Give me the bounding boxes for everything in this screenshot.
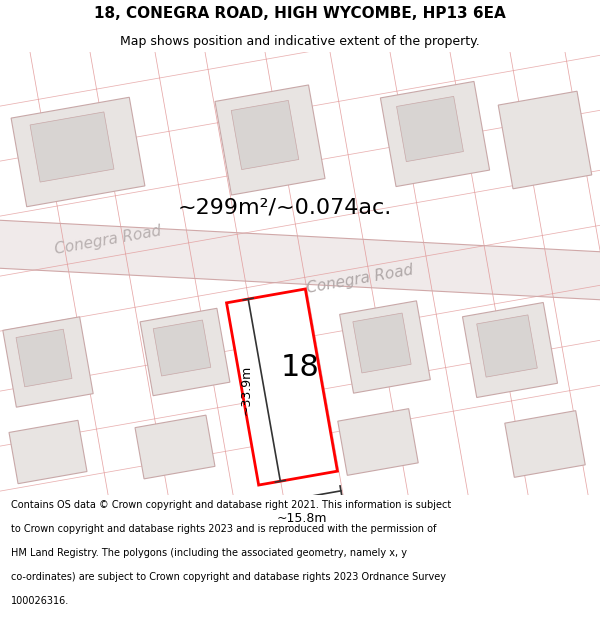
Polygon shape [135, 415, 215, 479]
Text: co-ordinates) are subject to Crown copyright and database rights 2023 Ordnance S: co-ordinates) are subject to Crown copyr… [11, 572, 446, 582]
Polygon shape [498, 91, 592, 189]
Polygon shape [231, 101, 299, 169]
Text: ~299m²/~0.074ac.: ~299m²/~0.074ac. [178, 197, 392, 217]
Text: HM Land Registry. The polygons (including the associated geometry, namely x, y: HM Land Registry. The polygons (includin… [11, 548, 407, 558]
Text: 18: 18 [281, 352, 319, 381]
Text: 100026316.: 100026316. [11, 596, 69, 606]
Text: 18, CONEGRA ROAD, HIGH WYCOMBE, HP13 6EA: 18, CONEGRA ROAD, HIGH WYCOMBE, HP13 6EA [94, 6, 506, 21]
Text: ~33.9m: ~33.9m [239, 365, 252, 415]
Polygon shape [11, 98, 145, 207]
Polygon shape [353, 313, 411, 373]
Polygon shape [505, 411, 585, 478]
Polygon shape [338, 409, 418, 476]
Polygon shape [215, 85, 325, 195]
Polygon shape [16, 329, 72, 387]
Polygon shape [227, 289, 337, 485]
Text: to Crown copyright and database rights 2023 and is reproduced with the permissio: to Crown copyright and database rights 2… [11, 524, 436, 534]
Text: ~15.8m: ~15.8m [276, 512, 327, 525]
Polygon shape [380, 81, 490, 187]
Polygon shape [140, 308, 230, 396]
Polygon shape [153, 320, 211, 376]
Polygon shape [3, 317, 93, 407]
Text: Map shows position and indicative extent of the property.: Map shows position and indicative extent… [120, 35, 480, 48]
Polygon shape [397, 96, 463, 162]
Polygon shape [340, 301, 430, 393]
Text: Contains OS data © Crown copyright and database right 2021. This information is : Contains OS data © Crown copyright and d… [11, 500, 451, 510]
Text: Conegra Road: Conegra Road [53, 223, 163, 257]
Polygon shape [30, 112, 114, 182]
Polygon shape [9, 421, 87, 484]
Polygon shape [477, 315, 537, 377]
Polygon shape [0, 220, 600, 300]
Text: Conegra Road: Conegra Road [305, 262, 415, 296]
Polygon shape [463, 302, 557, 398]
